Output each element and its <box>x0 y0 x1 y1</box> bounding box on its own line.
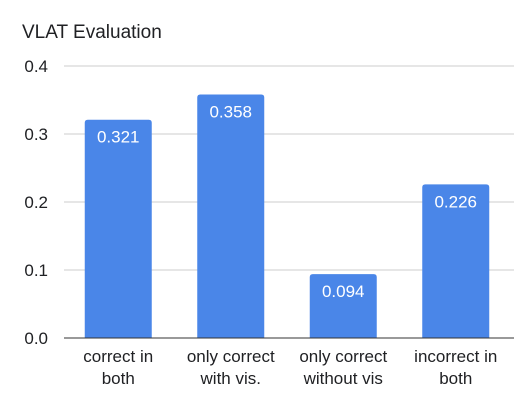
bar <box>197 94 265 338</box>
y-tick-label: 0.3 <box>24 125 48 144</box>
x-category-label: correct in both <box>83 347 153 388</box>
x-axis-categories: correct in both only correct with vis. only … <box>83 347 497 388</box>
data-label: 0.358 <box>209 103 252 122</box>
bar <box>309 274 377 338</box>
y-tick-label: 0.2 <box>24 193 48 212</box>
data-label: 0.094 <box>322 282 365 301</box>
y-tick-label: 0.4 <box>24 57 48 76</box>
x-category-label: only correct without vis <box>299 347 387 388</box>
data-label: 0.321 <box>97 128 140 147</box>
chart-title: VLAT Evaluation <box>22 22 162 43</box>
y-tick-label: 0.1 <box>24 261 48 280</box>
data-labels: 0.321 0.358 0.094 0.226 <box>97 103 477 302</box>
x-category-label: incorrect in both <box>414 347 497 388</box>
y-axis-ticks: 0.0 0.1 0.2 0.3 0.4 <box>24 57 48 348</box>
x-category-label: only correct with vis. <box>187 347 275 388</box>
bars <box>84 94 490 338</box>
y-tick-label: 0.0 <box>24 329 48 348</box>
data-label: 0.226 <box>434 192 477 211</box>
bar <box>84 119 152 338</box>
bar <box>422 184 490 338</box>
